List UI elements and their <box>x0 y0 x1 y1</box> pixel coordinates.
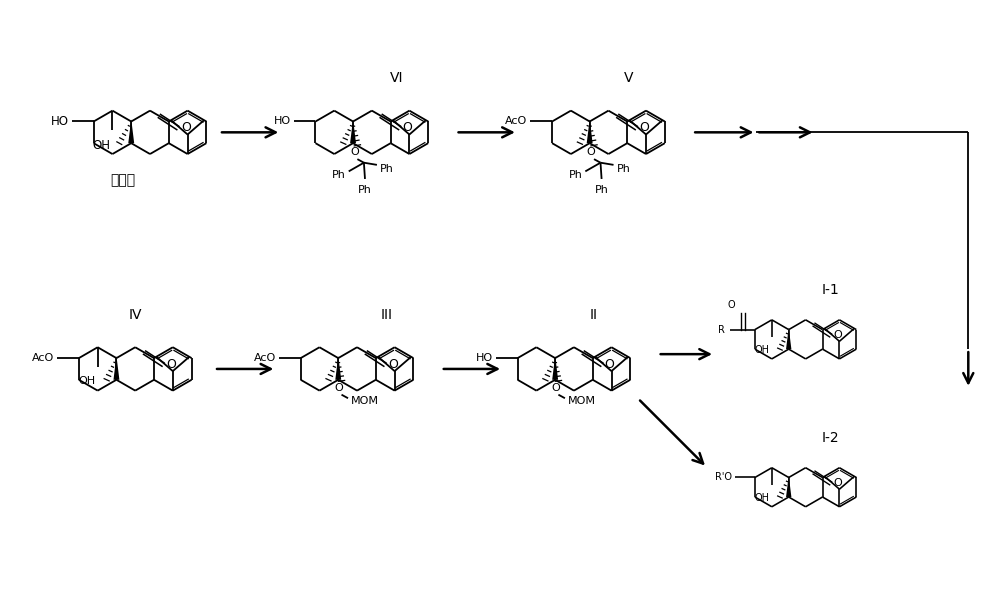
Text: O: O <box>833 478 842 489</box>
Text: O: O <box>605 358 615 371</box>
Text: OH: OH <box>755 493 770 503</box>
Polygon shape <box>350 119 356 143</box>
Text: O: O <box>166 358 176 371</box>
Text: MOM: MOM <box>351 396 379 406</box>
Text: Ph: Ph <box>595 185 609 195</box>
Text: 海桔锐: 海桔锐 <box>111 173 136 187</box>
Text: VI: VI <box>390 71 403 85</box>
Text: AcO: AcO <box>505 116 527 126</box>
Text: Ph: Ph <box>332 171 346 181</box>
Text: O: O <box>551 383 560 393</box>
Polygon shape <box>113 356 119 380</box>
Text: OH: OH <box>93 139 111 152</box>
Polygon shape <box>335 356 341 380</box>
Text: O: O <box>728 300 735 310</box>
Text: O: O <box>388 358 398 371</box>
Text: O: O <box>181 122 191 135</box>
Text: OH: OH <box>78 376 95 386</box>
Text: O: O <box>334 383 343 393</box>
Text: Ph: Ph <box>568 171 582 181</box>
Text: I-1: I-1 <box>821 283 839 297</box>
Text: IV: IV <box>128 308 142 322</box>
Polygon shape <box>786 327 791 349</box>
Text: MOM: MOM <box>568 396 596 406</box>
Text: HO: HO <box>274 116 291 126</box>
Text: HO: HO <box>51 115 69 128</box>
Text: III: III <box>381 308 393 322</box>
Polygon shape <box>128 119 134 143</box>
Text: AcO: AcO <box>254 353 276 363</box>
Polygon shape <box>786 476 791 497</box>
Text: HO: HO <box>476 353 493 363</box>
Polygon shape <box>587 119 593 143</box>
Text: II: II <box>590 308 598 322</box>
Text: I-2: I-2 <box>821 431 839 445</box>
Text: O: O <box>403 122 412 135</box>
Text: AcO: AcO <box>32 353 54 363</box>
Text: OH: OH <box>755 345 770 355</box>
Text: Ph: Ph <box>616 164 630 174</box>
Text: R: R <box>718 324 725 335</box>
Text: V: V <box>623 71 633 85</box>
Text: R'O: R'O <box>715 473 732 483</box>
Text: O: O <box>587 148 595 158</box>
Text: O: O <box>833 330 842 340</box>
Text: Ph: Ph <box>380 164 394 174</box>
Text: O: O <box>639 122 649 135</box>
Text: Ph: Ph <box>358 185 372 195</box>
Polygon shape <box>552 356 558 380</box>
Text: O: O <box>350 148 359 158</box>
